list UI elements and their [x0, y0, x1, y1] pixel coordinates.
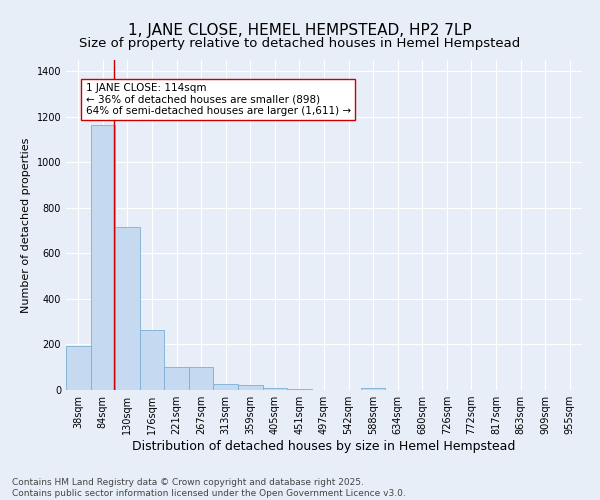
Bar — [238, 385, 263, 390]
Bar — [164, 367, 189, 390]
Bar — [140, 330, 164, 390]
X-axis label: Distribution of detached houses by size in Hemel Hempstead: Distribution of detached houses by size … — [133, 440, 515, 453]
Text: 1, JANE CLOSE, HEMEL HEMPSTEAD, HP2 7LP: 1, JANE CLOSE, HEMEL HEMPSTEAD, HP2 7LP — [128, 22, 472, 38]
Bar — [361, 388, 385, 390]
Text: 1 JANE CLOSE: 114sqm
← 36% of detached houses are smaller (898)
64% of semi-deta: 1 JANE CLOSE: 114sqm ← 36% of detached h… — [86, 83, 351, 116]
Bar — [263, 388, 287, 390]
Text: Contains HM Land Registry data © Crown copyright and database right 2025.
Contai: Contains HM Land Registry data © Crown c… — [12, 478, 406, 498]
Bar — [91, 125, 115, 390]
Bar — [287, 389, 312, 390]
Bar — [189, 367, 214, 390]
Y-axis label: Number of detached properties: Number of detached properties — [21, 138, 31, 312]
Bar — [66, 346, 91, 390]
Bar — [214, 384, 238, 390]
Bar — [115, 226, 140, 390]
Text: Size of property relative to detached houses in Hemel Hempstead: Size of property relative to detached ho… — [79, 38, 521, 51]
